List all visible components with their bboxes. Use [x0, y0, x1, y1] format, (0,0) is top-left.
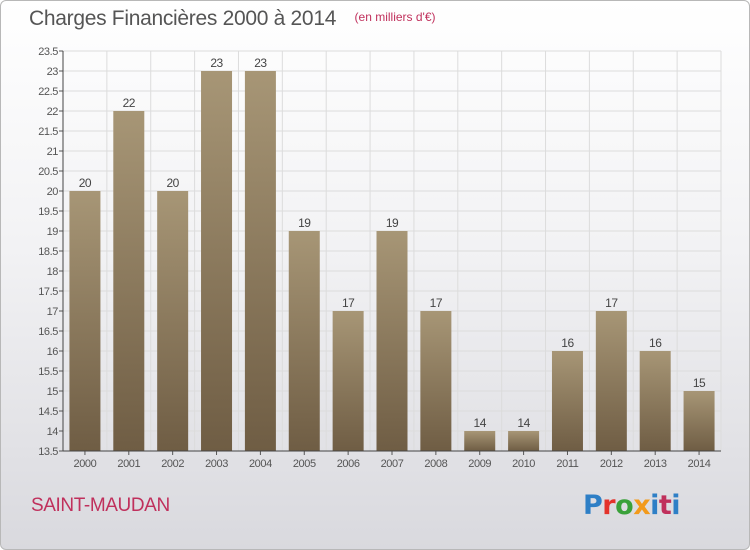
y-tick-label: 17.5 [38, 286, 58, 298]
chart-title: Charges Financières 2000 à 2014 [29, 7, 337, 30]
x-tick-label: 2001 [117, 458, 140, 470]
x-tick-label: 2007 [381, 458, 404, 470]
data-label: 15 [693, 376, 706, 390]
y-tick-label: 22.5 [38, 86, 58, 98]
bar [595, 311, 627, 451]
place-name: SAINT-MAUDAN [31, 495, 170, 516]
title-row: Charges Financières 2000 à 2014 (en mill… [29, 7, 436, 31]
data-label: 23 [254, 56, 267, 70]
y-tick-label: 20 [47, 186, 59, 198]
data-label: 20 [166, 176, 179, 190]
bar [551, 351, 583, 451]
data-label: 17 [430, 296, 443, 310]
bar [639, 351, 671, 451]
logo-letter: P [583, 490, 603, 521]
x-tick-label: 2012 [600, 458, 623, 470]
data-label: 17 [605, 296, 618, 310]
x-tick-label: 2009 [468, 458, 491, 470]
bar [201, 71, 233, 451]
x-tick-label: 2014 [688, 458, 711, 470]
data-label: 19 [386, 216, 399, 230]
logo-letter: o [615, 490, 634, 521]
y-tick-label: 15.5 [38, 366, 58, 378]
data-label: 19 [298, 216, 311, 230]
bar [464, 431, 496, 451]
data-label: 16 [649, 336, 662, 350]
x-tick-label: 2006 [337, 458, 360, 470]
y-tick-label: 17 [47, 306, 59, 318]
y-tick-label: 15 [47, 386, 59, 398]
x-tick-label: 2011 [556, 458, 578, 470]
y-tick-label: 14 [47, 426, 59, 438]
y-tick-label: 18 [47, 266, 59, 278]
y-tick-label: 16 [47, 346, 59, 358]
x-tick-label: 2005 [293, 458, 316, 470]
y-tick-label: 19 [47, 226, 59, 238]
bar [288, 231, 320, 451]
y-tick-label: 14.5 [38, 406, 58, 418]
y-tick-label: 23 [47, 66, 59, 78]
x-tick-label: 2003 [205, 458, 228, 470]
bar [332, 311, 364, 451]
bars: 20 22 20 23 23 19 17 19 17 14 14 16 17 16 15 [69, 56, 715, 451]
y-tick-label: 21 [47, 146, 59, 158]
chart-subtitle: (en milliers d'€) [354, 10, 436, 24]
bar [376, 231, 408, 451]
logo-letter: i [671, 490, 681, 521]
data-label: 14 [474, 416, 487, 430]
data-label: 16 [561, 336, 574, 350]
y-tick-label: 13.5 [38, 446, 58, 458]
x-tick-label: 2010 [512, 458, 535, 470]
x-tick-label: 2004 [249, 458, 272, 470]
logo-letter: x [633, 490, 651, 521]
data-label: 22 [123, 96, 136, 110]
x-tick-label: 2013 [644, 458, 667, 470]
logo-letter: t [658, 490, 672, 521]
data-label: 14 [517, 416, 530, 430]
y-tick-label: 20.5 [38, 166, 58, 178]
y-tick-label: 18.5 [38, 246, 58, 258]
y-tick-label: 16.5 [38, 326, 58, 338]
logo-letter: i [650, 490, 659, 521]
x-tick-label: 2008 [424, 458, 447, 470]
data-label: 23 [210, 56, 223, 70]
x-tick-label: 2002 [161, 458, 184, 470]
bar [508, 431, 540, 451]
x-tick-label: 2000 [73, 458, 96, 470]
y-tick-label: 22 [47, 106, 59, 118]
y-tick-label: 23.5 [38, 46, 58, 58]
bar [683, 391, 715, 451]
y-tick-label: 19.5 [38, 206, 58, 218]
bar [244, 71, 276, 451]
bar [420, 311, 452, 451]
axes: 13.5 14 14.5 15 15.5 16 16.5 17 17.5 18 18.5 19 19.5… [38, 46, 721, 470]
proxiti-logo: Proxiti [583, 490, 681, 521]
data-label: 17 [342, 296, 355, 310]
y-tick-label: 21.5 [38, 126, 58, 138]
logo-letter: r [602, 490, 616, 521]
data-label: 20 [79, 176, 92, 190]
bar [113, 111, 145, 451]
bar [157, 191, 189, 451]
bar [69, 191, 101, 451]
